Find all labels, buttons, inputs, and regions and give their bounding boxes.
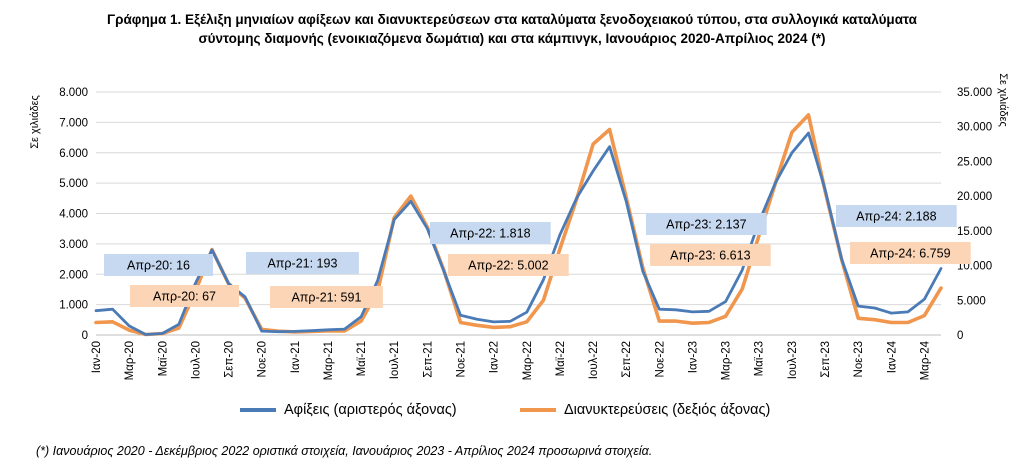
x-tick-label: Ιουλ-22 — [588, 341, 600, 379]
data-label-arrivals: Απρ-21: 193 — [246, 252, 359, 274]
x-tick-label: Σεπ-21 — [422, 341, 434, 378]
data-label-arrivals: Απρ-23: 2.137 — [646, 213, 767, 235]
y-left-tick-label: 7.000 — [59, 117, 88, 129]
data-label-text: Απρ-22: 1.818 — [450, 227, 530, 241]
x-tick-label: Μαϊ-21 — [356, 341, 368, 376]
y-right-tick-label: 35.000 — [957, 87, 992, 99]
data-label-text: Απρ-21: 591 — [291, 291, 361, 305]
legend-label-overnights: Διανυκτερεύσεις (δεξιός άξονας) — [564, 402, 771, 418]
x-tick-label: Ιαν-23 — [687, 341, 699, 373]
x-tick-label: Μαρ-22 — [522, 341, 534, 380]
chart-title-line-2: σύντομης διαμονής (ενοικιαζόμενα δωμάτια… — [198, 31, 826, 46]
x-tick-label: Σεπ-20 — [224, 341, 236, 378]
data-label-overnights: Απρ-24: 6.759 — [850, 242, 971, 264]
x-tick-label: Μαρ-24 — [919, 340, 931, 380]
data-label-arrivals: Απρ-20: 16 — [104, 254, 213, 276]
x-tick-label: Ιουλ-21 — [389, 341, 401, 379]
x-tick-label: Ιαν-20 — [91, 341, 103, 373]
x-tick-label: Νοε-23 — [853, 341, 865, 377]
y-left-tick-label: 1.000 — [59, 300, 88, 312]
y-right-tick-label: 5.000 — [957, 295, 986, 307]
x-tick-label: Μαϊ-22 — [555, 341, 567, 376]
annotations: Απρ-20: 16 Απρ-20: 67 Απρ-21: 193 Απρ-21: 5… — [104, 205, 971, 308]
x-tick-label: Ιαν-24 — [886, 340, 898, 373]
data-label-box — [430, 222, 551, 244]
data-label-overnights: Απρ-20: 67 — [130, 285, 239, 307]
data-label-arrivals: Απρ-22: 1.818 — [430, 222, 551, 244]
y-left-tick-label: 0 — [82, 330, 88, 342]
legend-label-arrivals: Αφίξεις (αριστερός άξονας) — [284, 402, 457, 418]
data-label-box — [270, 286, 383, 308]
x-tick-label: Μαϊ-20 — [157, 341, 169, 376]
x-tick-label: Σεπ-23 — [820, 341, 832, 378]
x-tick-label: Νοε-22 — [654, 341, 666, 377]
data-label-box — [650, 244, 771, 266]
y-left-tick-label: 6.000 — [59, 148, 88, 160]
data-label-arrivals: Απρ-24: 2.188 — [836, 205, 957, 227]
line-chart: 0 1.000 2.000 3.000 4.000 5.000 6.000 7.000 8.00… — [29, 73, 1009, 380]
y-left-tick-label: 2.000 — [59, 269, 88, 281]
data-label-overnights: Απρ-21: 591 — [270, 286, 383, 308]
data-label-box — [448, 254, 569, 276]
data-label-text: Απρ-23: 6.613 — [670, 249, 750, 263]
footnote: (*) Ιανουάριος 2020 - Δεκέμβριος 2022 ορ… — [36, 444, 653, 458]
data-label-text: Απρ-22: 5.002 — [468, 259, 548, 273]
x-tick-label: Μαϊ-23 — [754, 341, 766, 376]
chart-title-line-1: Γράφημα 1. Εξέλιξη μηνιαίων αφίξεων και … — [107, 12, 917, 27]
data-label-text: Απρ-20: 16 — [127, 259, 190, 273]
data-label-box — [646, 213, 767, 235]
y-left-tick-label: 5.000 — [59, 178, 88, 190]
data-label-overnights: Απρ-23: 6.613 — [650, 244, 771, 266]
data-label-box — [850, 242, 971, 264]
data-label-overnights: Απρ-22: 5.002 — [448, 254, 569, 276]
y-right-tick-label: 30.000 — [957, 122, 992, 134]
data-label-text: Απρ-20: 67 — [153, 290, 216, 304]
x-tick-label: Μαρ-23 — [721, 341, 733, 380]
legend-item-arrivals: Αφίξεις (αριστερός άξονας) — [240, 402, 457, 418]
x-tick-label: Ιαν-21 — [290, 341, 302, 373]
x-tick-label: Ιαν-22 — [489, 341, 501, 373]
data-label-text: Απρ-21: 193 — [267, 257, 337, 271]
data-label-text: Απρ-23: 2.137 — [666, 218, 746, 232]
y-right-tick-label: 15.000 — [957, 226, 992, 238]
y-right-tick-label: 20.000 — [957, 191, 992, 203]
y-right-tick-label: 0 — [957, 330, 963, 342]
x-tick-label: Σεπ-22 — [621, 341, 633, 378]
axes: 0 1.000 2.000 3.000 4.000 5.000 6.000 7.000 8.00… — [29, 73, 1009, 380]
x-tick-label: Ιουλ-23 — [787, 341, 799, 379]
y-left-tick-label: 8.000 — [59, 87, 88, 99]
legend: Αφίξεις (αριστερός άξονας) Διανυκτερεύσε… — [0, 402, 1024, 424]
data-label-text: Απρ-24: 6.759 — [870, 247, 950, 261]
data-label-box — [246, 252, 359, 274]
y-right-axis-label: Σε χιλιάδες — [997, 73, 1009, 127]
legend-swatch-arrivals — [240, 408, 276, 412]
legend-item-overnights: Διανυκτερεύσεις (δεξιός άξονας) — [520, 402, 770, 418]
data-label-box — [836, 205, 957, 227]
x-tick-label: Ιουλ-20 — [190, 341, 202, 379]
y-left-axis-label: Σε χιλιάδες — [29, 95, 41, 149]
y-left-tick-label: 4.000 — [59, 209, 88, 221]
y-right-tick-label: 25.000 — [957, 156, 992, 168]
x-tick-label: Μαρ-20 — [124, 341, 136, 380]
data-label-box — [104, 254, 213, 276]
x-tick-label: Νοε-20 — [257, 341, 269, 377]
y-left-tick-label: 3.000 — [59, 239, 88, 251]
chart-title: Γράφημα 1. Εξέλιξη μηνιαίων αφίξεων και … — [0, 10, 1024, 48]
legend-swatch-overnights — [520, 408, 556, 412]
data-label-box — [130, 285, 239, 307]
data-label-text: Απρ-24: 2.188 — [856, 210, 936, 224]
x-tick-label: Νοε-21 — [456, 341, 468, 377]
x-tick-label: Μαρ-21 — [323, 341, 335, 380]
